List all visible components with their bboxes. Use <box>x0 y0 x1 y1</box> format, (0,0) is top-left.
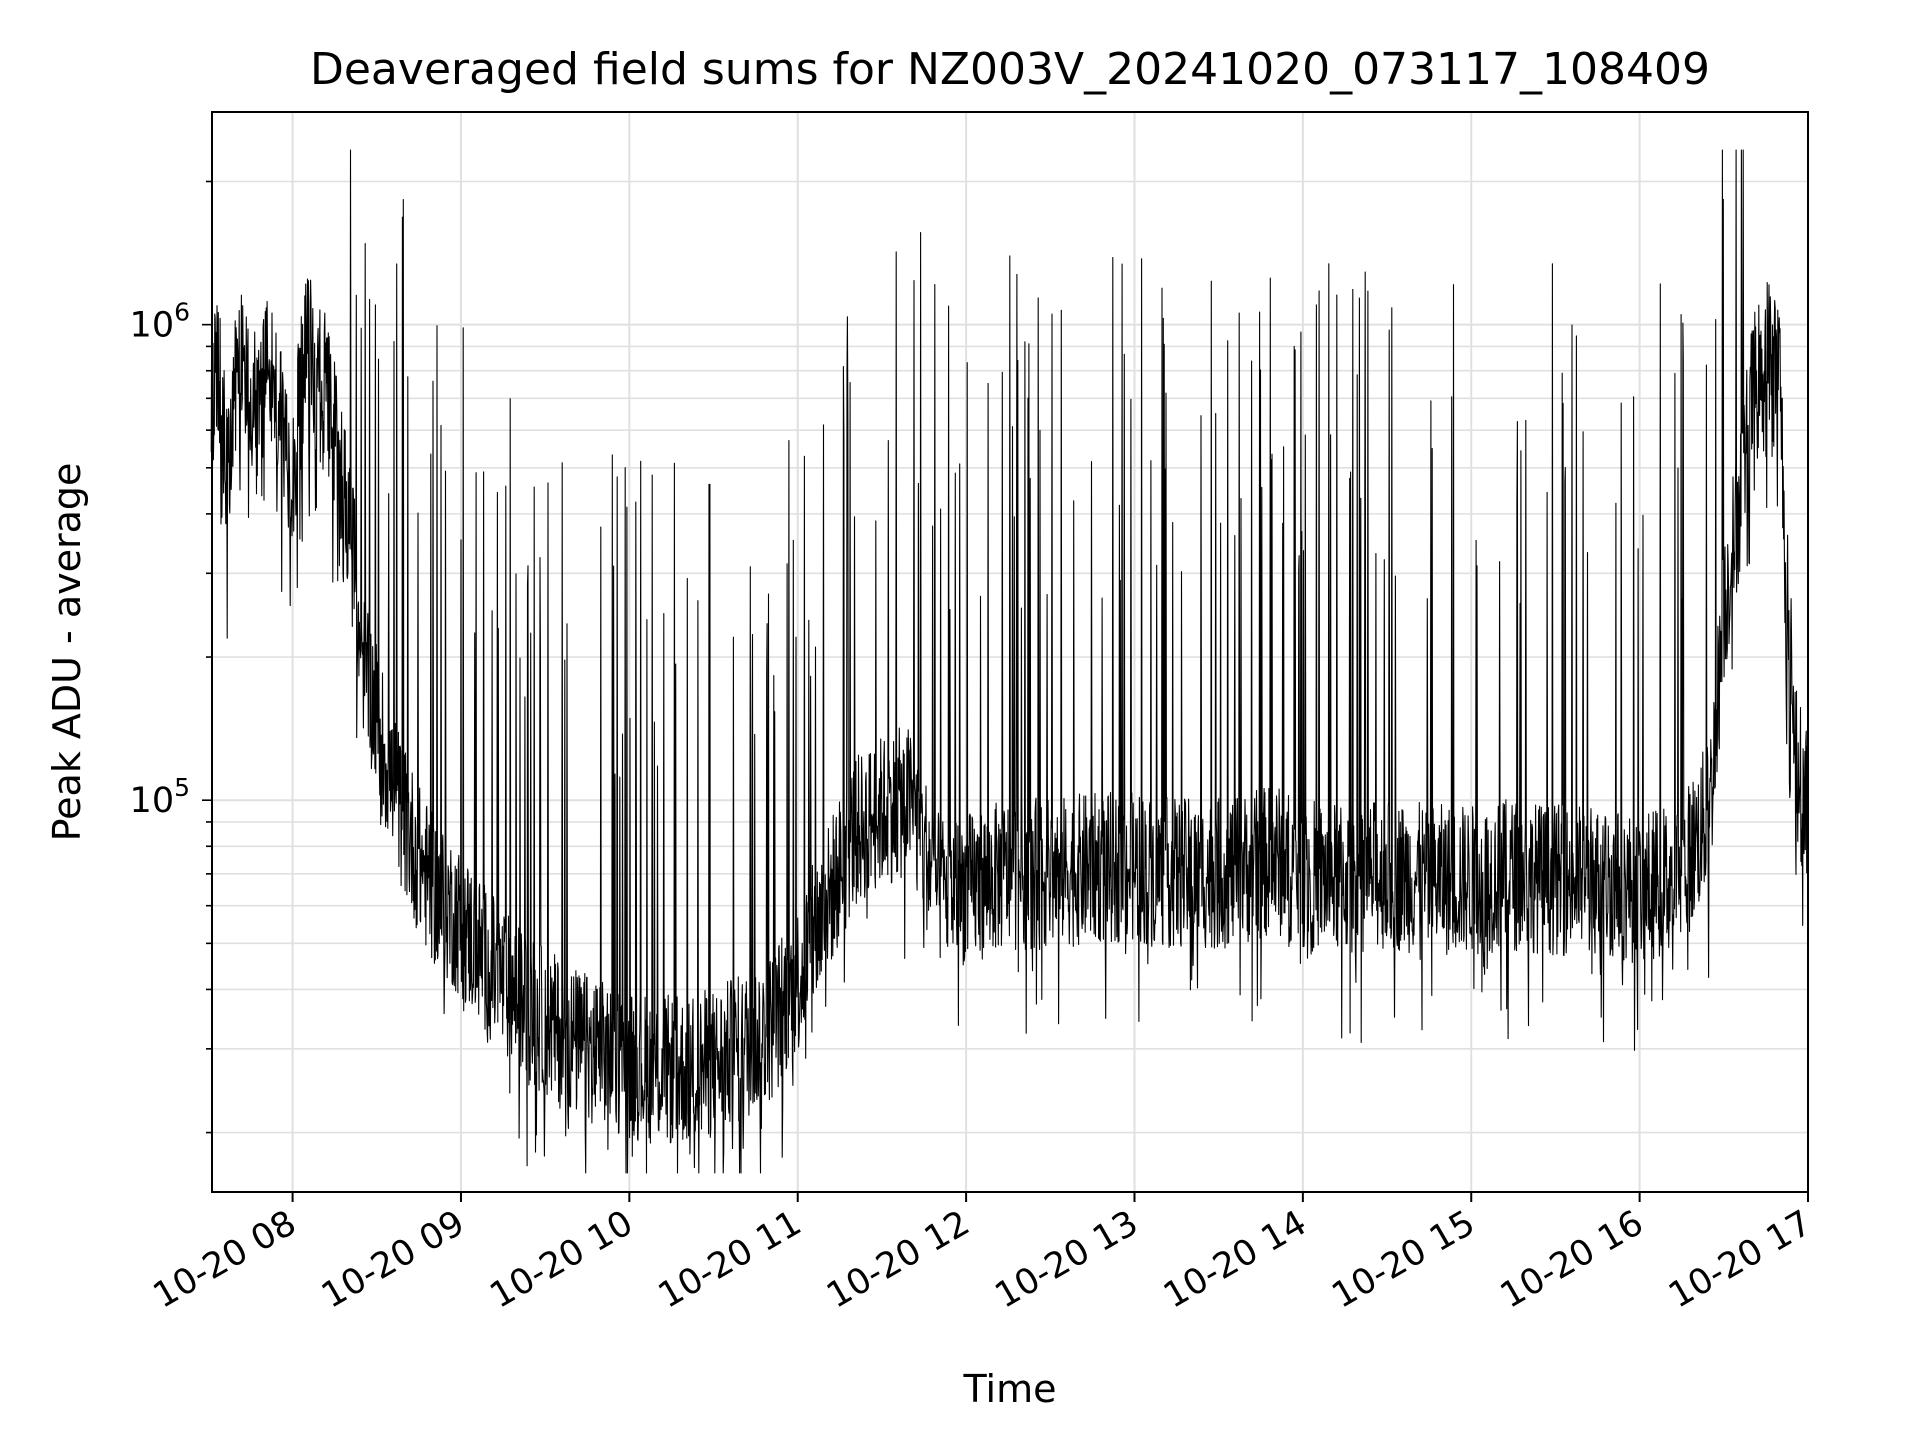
y-axis-label: Peak ADU - average <box>45 463 89 842</box>
plot-frame <box>211 111 1809 1193</box>
x-axis-label: Time <box>963 1367 1057 1411</box>
y-tick-exponent: 6 <box>174 298 190 327</box>
chart-title: Deaveraged field sums for NZ003V_2024102… <box>310 44 1710 95</box>
x-tick-label: 10-20 08 <box>147 1203 303 1316</box>
x-axis-ticks: 10-20 08 10-20 09 10-20 10 10-20 11 10-20 12… <box>147 1192 1819 1316</box>
y-tick-label: 106 <box>130 298 190 346</box>
x-tick-label: 10-20 17 <box>1662 1203 1818 1316</box>
series-layer <box>210 149 1809 1174</box>
y-tick-base: 10 <box>130 306 175 346</box>
y-tick-base: 10 <box>130 781 175 821</box>
x-tick-label: 10-20 11 <box>652 1203 808 1316</box>
x-tick-label: 10-20 15 <box>1325 1203 1481 1316</box>
y-tick-exponent: 5 <box>174 773 190 802</box>
x-tick-label: 10-20 12 <box>820 1203 976 1316</box>
x-tick-label: 10-20 14 <box>1157 1203 1313 1316</box>
x-tick-label: 10-20 16 <box>1494 1203 1650 1316</box>
x-tick-label: 10-20 10 <box>484 1203 640 1316</box>
x-tick-label: 10-20 09 <box>315 1203 471 1316</box>
y-tick-label: 105 <box>130 773 190 821</box>
series-line <box>210 149 1809 1174</box>
x-tick-label: 10-20 13 <box>989 1203 1145 1316</box>
